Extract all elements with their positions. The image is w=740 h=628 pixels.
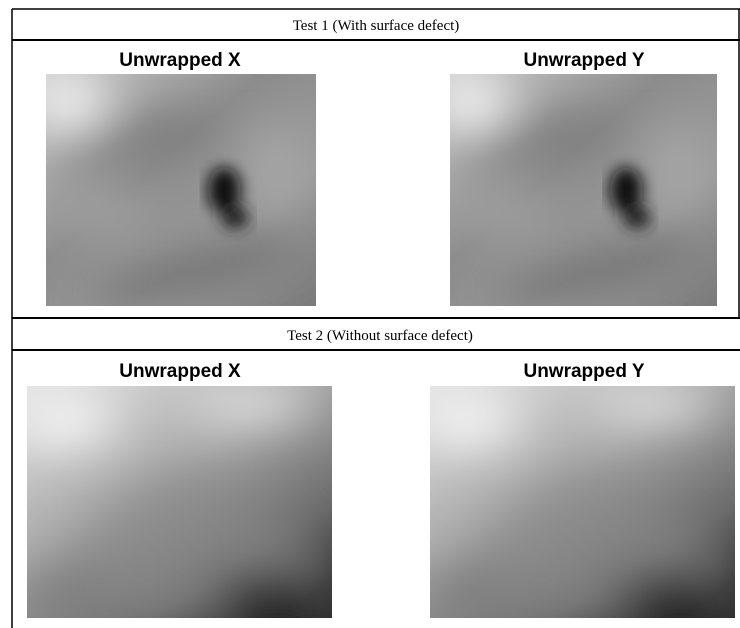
test-header: Test 2 (Without surface defect) bbox=[287, 328, 473, 344]
figure: Test 1 (With surface defect) Unwrapped X… bbox=[0, 0, 740, 628]
panel-title: Unwrapped Y bbox=[523, 50, 644, 71]
phase-image bbox=[30, 69, 316, 320]
panel-title: Unwrapped Y bbox=[523, 361, 644, 382]
phase-image bbox=[434, 69, 717, 320]
phase-image bbox=[418, 384, 735, 623]
phase-image bbox=[15, 384, 332, 623]
test-header: Test 1 (With surface defect) bbox=[293, 18, 460, 34]
panel-title: Unwrapped X bbox=[119, 50, 241, 71]
panel-title: Unwrapped X bbox=[119, 361, 241, 382]
